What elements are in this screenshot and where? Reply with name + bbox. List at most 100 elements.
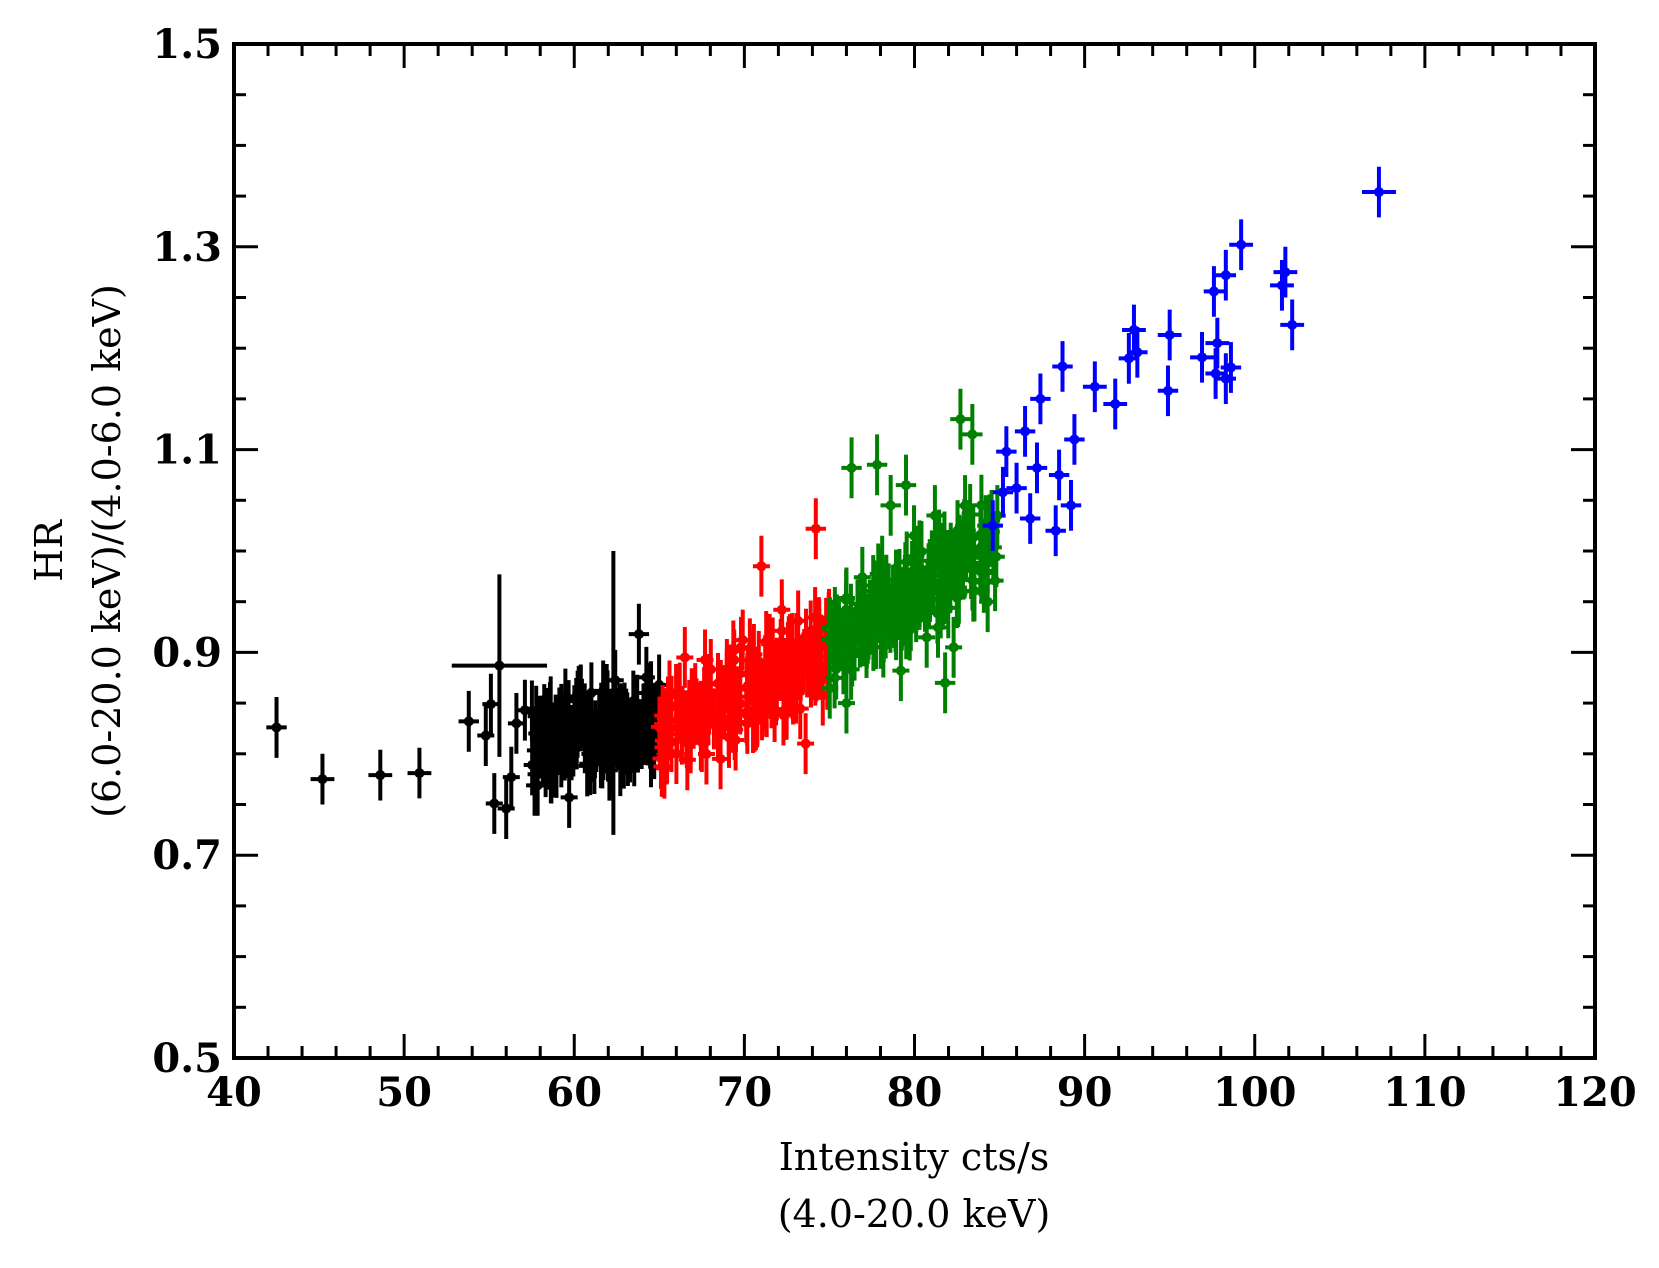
data-point [969, 561, 980, 572]
data-point [885, 500, 896, 511]
data-point [1132, 347, 1143, 358]
data-point [542, 713, 553, 724]
data-point [955, 414, 966, 425]
data-point [877, 561, 888, 572]
data-point [868, 590, 879, 601]
data-point [992, 510, 1003, 521]
data-point [1210, 368, 1221, 379]
data-point [1057, 361, 1068, 372]
data-point [953, 591, 964, 602]
data-point [501, 803, 512, 814]
y-tick-label: 1.5 [152, 21, 222, 68]
data-point [965, 509, 976, 520]
data-point [1020, 426, 1031, 437]
data-point [895, 665, 906, 676]
data-point [506, 772, 517, 783]
data-point [688, 713, 699, 724]
data-point [778, 710, 789, 721]
data-point [1373, 187, 1384, 198]
data-point [824, 683, 835, 694]
data-point [1054, 469, 1065, 480]
data-point [875, 597, 886, 608]
data-point [944, 565, 955, 576]
y-tick-label: 0.5 [152, 1035, 222, 1082]
data-point [1025, 513, 1036, 524]
data-point [817, 690, 828, 701]
data-series [266, 166, 1396, 839]
series-blue [982, 166, 1396, 557]
data-point [749, 716, 760, 727]
y-tick-label: 0.7 [152, 832, 222, 879]
y-tick-label: 1.1 [152, 427, 222, 474]
series-red [650, 498, 838, 799]
data-point [632, 700, 643, 711]
data-point [756, 561, 767, 572]
series-green [821, 388, 1006, 734]
data-point [924, 564, 935, 575]
data-point [679, 652, 690, 663]
data-point [1225, 362, 1236, 373]
data-point [894, 574, 905, 585]
x-tick-label: 100 [1213, 1069, 1297, 1116]
x-axis-title-line-2: (4.0-20.0 keV) [778, 1192, 1051, 1236]
data-point [1197, 352, 1208, 363]
data-point [1035, 393, 1046, 404]
data-point [633, 629, 644, 640]
data-point [598, 685, 609, 696]
data-point [724, 732, 735, 743]
data-point [929, 510, 940, 521]
data-point [1220, 270, 1231, 281]
data-point [768, 675, 779, 686]
data-point [742, 681, 753, 692]
data-point [591, 736, 602, 747]
y-tick-label: 0.9 [152, 629, 222, 676]
data-point [948, 642, 959, 653]
data-point [1066, 500, 1077, 511]
data-point [544, 754, 555, 765]
data-point [414, 768, 425, 779]
data-point [852, 604, 863, 615]
data-point [846, 462, 857, 473]
data-point [1212, 338, 1223, 349]
data-point [654, 721, 665, 732]
data-point [562, 730, 573, 741]
data-point [642, 720, 653, 731]
data-point [956, 545, 967, 556]
x-tick-label: 80 [887, 1069, 943, 1116]
data-point [776, 604, 787, 615]
data-point [463, 716, 474, 727]
data-point [519, 705, 530, 716]
data-point [271, 722, 282, 733]
data-point [613, 713, 624, 724]
data-point [899, 586, 910, 597]
data-point [872, 459, 883, 470]
data-point [861, 632, 872, 643]
data-point [914, 591, 925, 602]
data-point [375, 770, 386, 781]
data-point [841, 592, 852, 603]
data-point [1110, 398, 1121, 409]
y-tick-label: 1.3 [152, 224, 222, 271]
data-point [761, 636, 772, 647]
data-point [982, 596, 993, 607]
data-point [900, 480, 911, 491]
x-axis-tick-labels: 40 50 60 70 80 90 100 110 120 [206, 1069, 1637, 1116]
data-point [808, 658, 819, 669]
data-point [990, 575, 1001, 586]
y-axis-tick-labels: 0.5 0.7 0.9 1.1 1.3 1.5 [152, 21, 222, 1082]
data-point [662, 747, 673, 758]
data-point [795, 703, 806, 714]
data-point [1287, 319, 1298, 330]
data-point [701, 679, 712, 690]
data-point [1208, 286, 1219, 297]
data-point [1050, 525, 1061, 536]
data-point [997, 487, 1008, 498]
data-point [527, 759, 538, 770]
data-point [967, 429, 978, 440]
data-point [696, 736, 707, 747]
data-point [940, 677, 951, 688]
data-point [712, 678, 723, 689]
data-point [494, 660, 505, 671]
data-point [537, 748, 548, 759]
